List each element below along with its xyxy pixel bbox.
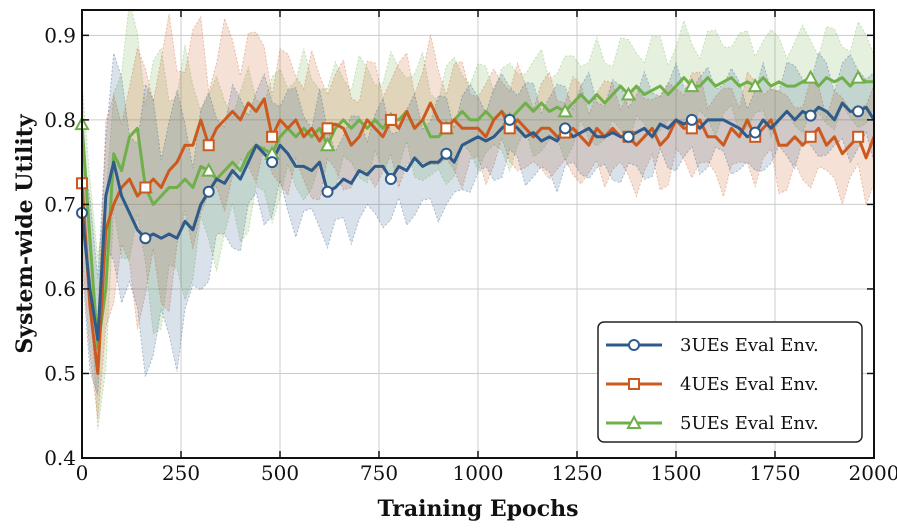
marker-4ues [804,130,817,143]
legend-label-5ues: 5UEs Eval Env. [680,413,819,434]
x-tick-label: 500 [261,461,299,485]
legend-label-4ues: 4UEs Eval Env. [680,374,819,395]
marker-5ues [850,69,866,84]
x-tick-label: 2000 [849,461,897,485]
marker-3ues [622,130,635,143]
x-tick-label: 250 [162,461,200,485]
x-axis-title: Training Epochs [378,496,579,522]
marker-3ues [804,109,817,122]
marker-5ues [201,162,217,177]
marker-5ues [620,86,637,101]
marker-3ues [384,173,397,186]
y-tick-label: 0.5 [44,361,76,385]
marker-4ues [321,122,334,135]
marker-3ues [503,113,516,126]
marker-3ues [139,232,152,245]
marker-3ues [321,185,334,198]
marker-4ues [139,181,152,194]
band-4ues [82,13,874,420]
marker-5ues [747,77,763,93]
y-tick-label: 0.6 [44,277,76,301]
legend-box [597,321,863,443]
series-markers [74,69,866,245]
y-axis-title: System-wide Utility [12,113,38,354]
y-tick-label: 0.4 [44,446,76,470]
marker-5ues [684,77,700,93]
y-tick-label: 0.7 [44,192,76,216]
x-tick-label: 1500 [651,461,702,485]
marker-5ues [802,69,819,84]
line-3ues [82,101,874,342]
marker-3ues [559,122,572,135]
marker-3ues [852,105,865,118]
axis-ticks: 0 250 500 750 1000 1250 1500 1750 2000 0.4 0.5 0.6 0… [44,10,897,485]
marker-5ues [557,103,573,118]
legend-label-3ues: 3UEs Eval Env. [680,335,819,356]
x-tick-label: 1750 [750,461,801,485]
x-tick-label: 1000 [453,461,504,485]
band-5ues [82,10,874,430]
marker-4ues [384,113,397,126]
legend-marker-5ues [626,414,642,429]
x-tick-label: 1250 [552,461,603,485]
marker-4ues [266,130,279,143]
marker-4ues [440,122,453,135]
y-tick-label: 0.9 [44,23,76,47]
marker-3ues [685,113,698,126]
marker-3ues [440,147,453,160]
marker-3ues [749,126,762,139]
y-tick-label: 0.8 [44,108,76,132]
marker-3ues [202,185,215,198]
legend: 3UEs Eval Env. 4UEs Eval Env. 5UEs Eval En… [597,321,863,443]
marker-5ues [319,137,336,152]
legend-marker-3ues [628,339,640,351]
marker-4ues [852,130,865,143]
x-tick-label: 750 [360,461,398,485]
legend-marker-4ues [628,378,640,390]
marker-4ues [202,139,215,152]
marker-3ues [266,156,279,169]
x-tick-label: 0 [76,461,89,485]
